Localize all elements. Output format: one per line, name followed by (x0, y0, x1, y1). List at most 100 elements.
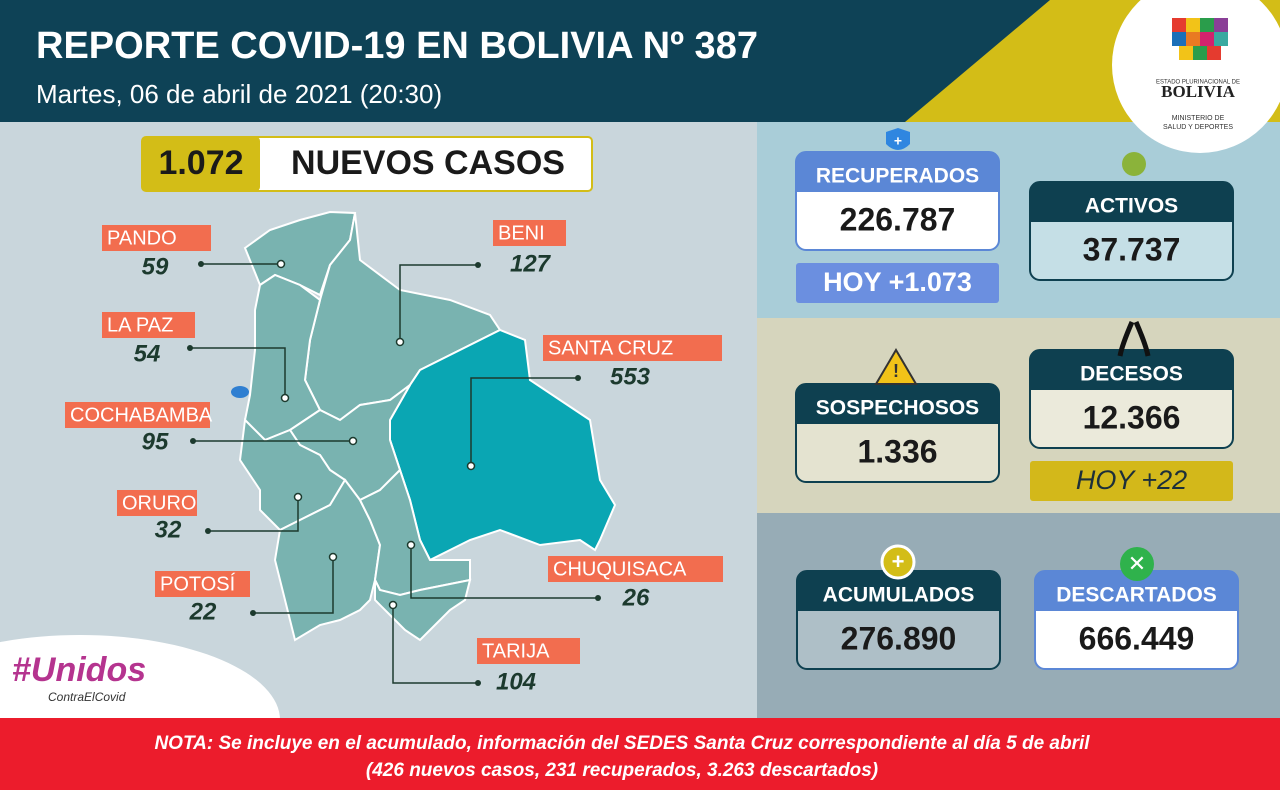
logo-line: SALUD Y DEPORTES (1163, 124, 1233, 131)
department-box (548, 556, 723, 582)
card-header (796, 384, 999, 424)
department-box (65, 402, 210, 428)
leader-dot (475, 680, 481, 686)
leader-dot (395, 337, 405, 347)
footer-bar (0, 718, 1280, 790)
card-label: RECUPERADOS (816, 165, 979, 188)
leader-dot (293, 492, 303, 502)
leader-dot (187, 345, 193, 351)
leader-line (410, 545, 598, 599)
title: REPORTE COVID-19 EN BOLIVIA Nº 387 (36, 25, 758, 67)
department-name: COCHABAMBA (70, 404, 213, 426)
leader-dot (205, 528, 211, 534)
card-header (1030, 350, 1233, 390)
card-value: 1.336 (857, 433, 937, 469)
department-box (155, 571, 250, 597)
leader-dot (348, 436, 358, 446)
card-label: DESCARTADOS (1056, 584, 1217, 607)
note: NOTA: Se incluye en el acumulado, inform… (154, 733, 1090, 754)
leader-dot (466, 461, 476, 471)
leader-line (253, 557, 334, 614)
department-name: BENI (498, 222, 545, 244)
new-cases-value: 1.072 (158, 144, 243, 182)
today-value: HOY +1.073 (823, 267, 972, 297)
card-value: 37.737 (1083, 231, 1181, 267)
department-name: PANDO (107, 227, 177, 249)
card-value: 276.890 (841, 620, 957, 656)
department-name: TARIJA (482, 640, 550, 662)
department-box (493, 220, 566, 246)
subtitle: Martes, 06 de abril de 2021 (20:30) (36, 79, 442, 109)
hashtag: #Unidos (12, 651, 146, 689)
card-header (1030, 182, 1233, 222)
logo-mark (1172, 18, 1228, 60)
logo-name: BOLIVIA (1161, 82, 1235, 101)
new-cases-label: NUEVOS CASOS (291, 144, 565, 182)
leader-dot (190, 438, 196, 444)
department-box (102, 312, 195, 338)
department-cases: 32 (155, 516, 182, 543)
department-cases: 104 (496, 668, 536, 695)
department-cases: 553 (610, 363, 651, 390)
card-header (796, 152, 999, 192)
card-header (797, 571, 1000, 611)
svg-text:+: + (892, 549, 905, 574)
card-value: 12.366 (1083, 399, 1181, 435)
leader-dot (276, 259, 286, 269)
bolivia-map (231, 210, 617, 642)
leader-line (190, 347, 286, 398)
card-value: 666.449 (1079, 620, 1195, 656)
svg-text:!: ! (893, 361, 899, 381)
leader-dot (575, 375, 581, 381)
card-value: 226.787 (840, 201, 956, 237)
icons: + ! + ✕ (874, 128, 1154, 581)
department-name: LA PAZ (107, 314, 173, 336)
card-label: SOSPECHOSOS (816, 397, 979, 420)
card-header (1035, 571, 1238, 611)
leader-line (392, 605, 478, 684)
stat-cards: RECUPERADOS 226.787 HOY +1.073 ACTIVOS 37.73… (795, 151, 1239, 670)
today-bar (796, 263, 999, 303)
leader-line (470, 377, 578, 466)
card-label: ACUMULADOS (823, 584, 975, 607)
leader-dot (198, 261, 204, 267)
leader-dot (250, 610, 256, 616)
department-cases: 59 (142, 253, 169, 280)
department-cases: 26 (622, 584, 650, 611)
logo-line: ESTADO PLURINACIONAL DE (1156, 80, 1240, 86)
card-label: DECESOS (1080, 363, 1183, 386)
department-box (102, 225, 211, 251)
leader-line (399, 264, 478, 342)
department-cases: 95 (142, 428, 169, 455)
department-name: SANTA CRUZ (548, 337, 673, 359)
leader-dot (475, 262, 481, 268)
department-cases: 127 (510, 250, 552, 277)
leader-dot (280, 393, 290, 403)
card-label: ACTIVOS (1085, 195, 1178, 218)
leader-dot (328, 552, 338, 562)
leader-line (208, 497, 299, 532)
new-cases-value-box (142, 137, 260, 191)
today-value: HOY +22 (1076, 465, 1187, 495)
note: (426 nuevos casos, 231 recuperados, 3.26… (366, 760, 878, 781)
department-cases: 54 (134, 340, 161, 367)
department-name: POTOSÍ (160, 572, 236, 595)
logo-line: MINISTERIO DE (1172, 115, 1225, 122)
department-box (117, 490, 197, 516)
department-name: CHUQUISACA (553, 558, 687, 580)
leader-dot (388, 600, 398, 610)
department-cases: 22 (189, 598, 217, 625)
department-labels: PANDO 59 BENI 127 LA PAZ 54 SANTA CRUZ 553 COCHA… (65, 220, 723, 695)
svg-text:+: + (894, 133, 902, 149)
svg-text:✕: ✕ (1128, 551, 1146, 576)
department-box (543, 335, 722, 361)
logo-circle (1112, 0, 1280, 153)
department-box (477, 638, 580, 664)
leader-dot (595, 595, 601, 601)
leader-dot (406, 540, 416, 550)
hashtag-sub: ContraElCovid (48, 690, 126, 704)
today-bar (1030, 461, 1233, 501)
department-name: ORURO (122, 492, 196, 514)
